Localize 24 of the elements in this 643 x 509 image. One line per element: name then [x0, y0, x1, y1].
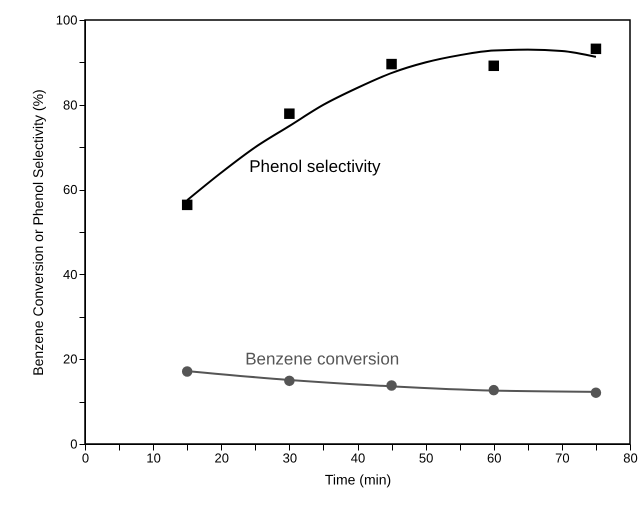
y-tick-label: 80: [63, 97, 78, 112]
point: [488, 60, 499, 72]
y-tick-label: 0: [70, 436, 78, 452]
point: [284, 108, 295, 119]
x-tick-label: 50: [418, 450, 434, 466]
x-tick-label: 80: [623, 450, 638, 466]
y-tick-label: 40: [63, 266, 78, 282]
y-tick-label: 60: [63, 182, 78, 198]
x-tick-label: 60: [487, 450, 502, 466]
x-tick-label: 20: [214, 450, 229, 466]
point: [590, 44, 602, 54]
y-axis-title: Benzene Conversion or Phenol Selectivity (%): [30, 89, 46, 376]
x-tick-label: 70: [555, 450, 570, 466]
point: [386, 58, 397, 70]
x-tick-label: 30: [282, 450, 298, 466]
x-tick-label: 0: [82, 450, 90, 466]
x-tick-label: 10: [146, 450, 161, 466]
y-tick-label: 100: [56, 12, 78, 28]
series-label: Benzene conversion: [245, 349, 400, 368]
y-tick-label: 20: [63, 352, 78, 367]
point: [182, 200, 192, 210]
text: Phenol selectivity: [249, 156, 382, 176]
x-tick-label: 40: [350, 450, 366, 466]
x-axis-title: Time (min): [324, 472, 392, 488]
